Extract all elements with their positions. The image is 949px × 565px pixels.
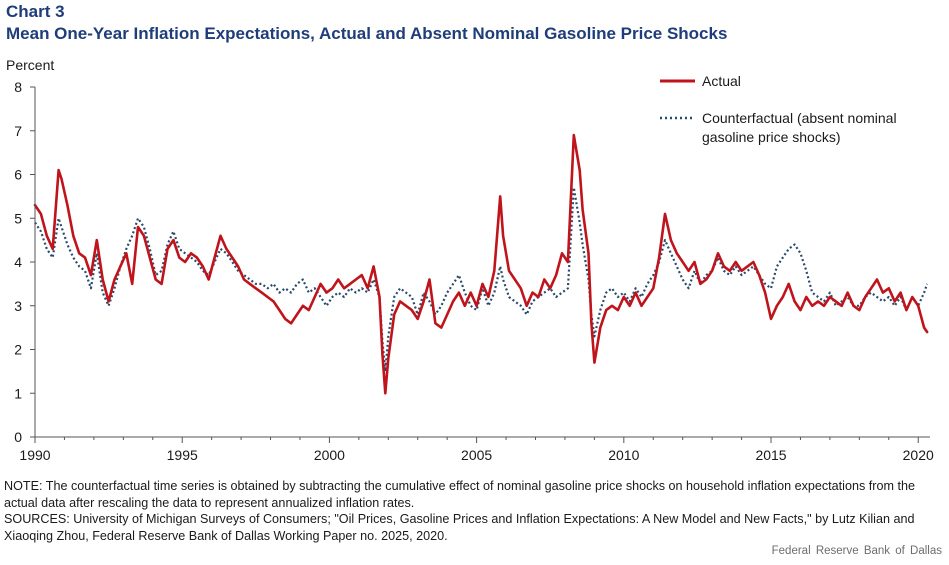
credit-line: Federal Reserve Bank of Dallas xyxy=(771,545,942,557)
y-axis-title: Percent xyxy=(6,57,54,73)
y-tick-label: 4 xyxy=(14,254,22,270)
x-tick-label: 1995 xyxy=(167,447,198,463)
actual-series-line xyxy=(33,133,929,395)
y-tick-label: 3 xyxy=(14,298,22,314)
y-tick-label: 0 xyxy=(14,429,22,445)
legend-label-counterfactual: Counterfactual (absent nominal gasoline p… xyxy=(702,110,897,145)
y-tick-label: 1 xyxy=(14,385,22,401)
chart-title: Mean One-Year Inflation Expectations, Ac… xyxy=(6,24,728,43)
y-axis-ticks: 0 1 2 3 4 5 6 7 8 xyxy=(14,79,35,445)
x-tick-label: 2010 xyxy=(608,447,639,463)
legend: Actual Counterfactual (absent nominal gaso… xyxy=(660,73,897,145)
chart-number: Chart 3 xyxy=(6,2,65,21)
chart-plot: 0 1 2 3 4 5 6 7 8 1990 1995 2000 2005 2010 2015 2020 P… xyxy=(6,57,934,463)
series-lines xyxy=(33,133,929,395)
x-tick-label: 1990 xyxy=(19,447,50,463)
y-tick-label: 5 xyxy=(14,210,22,226)
y-tick-label: 2 xyxy=(14,342,22,358)
x-tick-label: 2020 xyxy=(903,447,934,463)
x-tick-label: 2005 xyxy=(461,447,492,463)
counterfactual-series-line xyxy=(34,186,929,373)
x-tick-label: 2000 xyxy=(314,447,345,463)
x-axis-ticks: 1990 1995 2000 2005 2010 2015 2020 xyxy=(19,437,934,463)
sources-text: SOURCES: University of Michigan Surveys … xyxy=(4,512,915,543)
y-tick-label: 7 xyxy=(14,123,22,139)
legend-label-actual: Actual xyxy=(702,73,741,89)
x-tick-label: 2015 xyxy=(755,447,786,463)
footnote: NOTE: The counterfactual time series is … xyxy=(4,478,944,544)
note-text: NOTE: The counterfactual time series is … xyxy=(4,479,915,510)
y-tick-label: 6 xyxy=(14,167,22,183)
y-tick-label: 8 xyxy=(14,79,22,95)
